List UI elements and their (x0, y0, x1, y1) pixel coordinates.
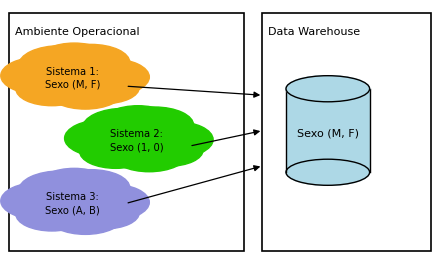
Ellipse shape (16, 72, 88, 106)
Ellipse shape (85, 115, 196, 167)
Ellipse shape (70, 71, 139, 104)
Ellipse shape (1, 182, 81, 220)
Ellipse shape (1, 57, 81, 94)
Ellipse shape (16, 197, 88, 231)
Bar (286, 89, 370, 172)
Ellipse shape (48, 199, 123, 234)
Ellipse shape (52, 44, 130, 81)
Ellipse shape (82, 108, 166, 147)
Ellipse shape (111, 136, 187, 172)
Ellipse shape (116, 107, 194, 144)
Ellipse shape (286, 159, 370, 185)
Ellipse shape (18, 171, 102, 210)
Ellipse shape (65, 120, 145, 157)
Ellipse shape (135, 121, 213, 158)
Ellipse shape (22, 52, 132, 104)
Ellipse shape (70, 197, 139, 229)
Ellipse shape (52, 170, 130, 206)
Ellipse shape (38, 43, 110, 77)
Ellipse shape (134, 134, 203, 166)
Text: Sistema 1:
Sexo (M, F): Sistema 1: Sexo (M, F) (45, 67, 100, 90)
Ellipse shape (48, 74, 123, 109)
Ellipse shape (102, 106, 174, 140)
Ellipse shape (80, 134, 152, 168)
FancyBboxPatch shape (9, 13, 244, 251)
Ellipse shape (22, 177, 132, 230)
Text: Sistema 2:
Sexo (1, 0): Sistema 2: Sexo (1, 0) (110, 129, 163, 152)
Ellipse shape (71, 184, 149, 221)
Ellipse shape (38, 168, 110, 202)
FancyBboxPatch shape (262, 13, 431, 251)
Text: Sistema 3:
Sexo (A, B): Sistema 3: Sexo (A, B) (45, 192, 100, 215)
Ellipse shape (286, 76, 370, 102)
Ellipse shape (18, 46, 102, 85)
Ellipse shape (71, 59, 149, 95)
Text: Sexo (M, F): Sexo (M, F) (297, 129, 359, 139)
Text: Data Warehouse: Data Warehouse (268, 27, 360, 37)
Text: Ambiente Operacional: Ambiente Operacional (15, 27, 140, 37)
